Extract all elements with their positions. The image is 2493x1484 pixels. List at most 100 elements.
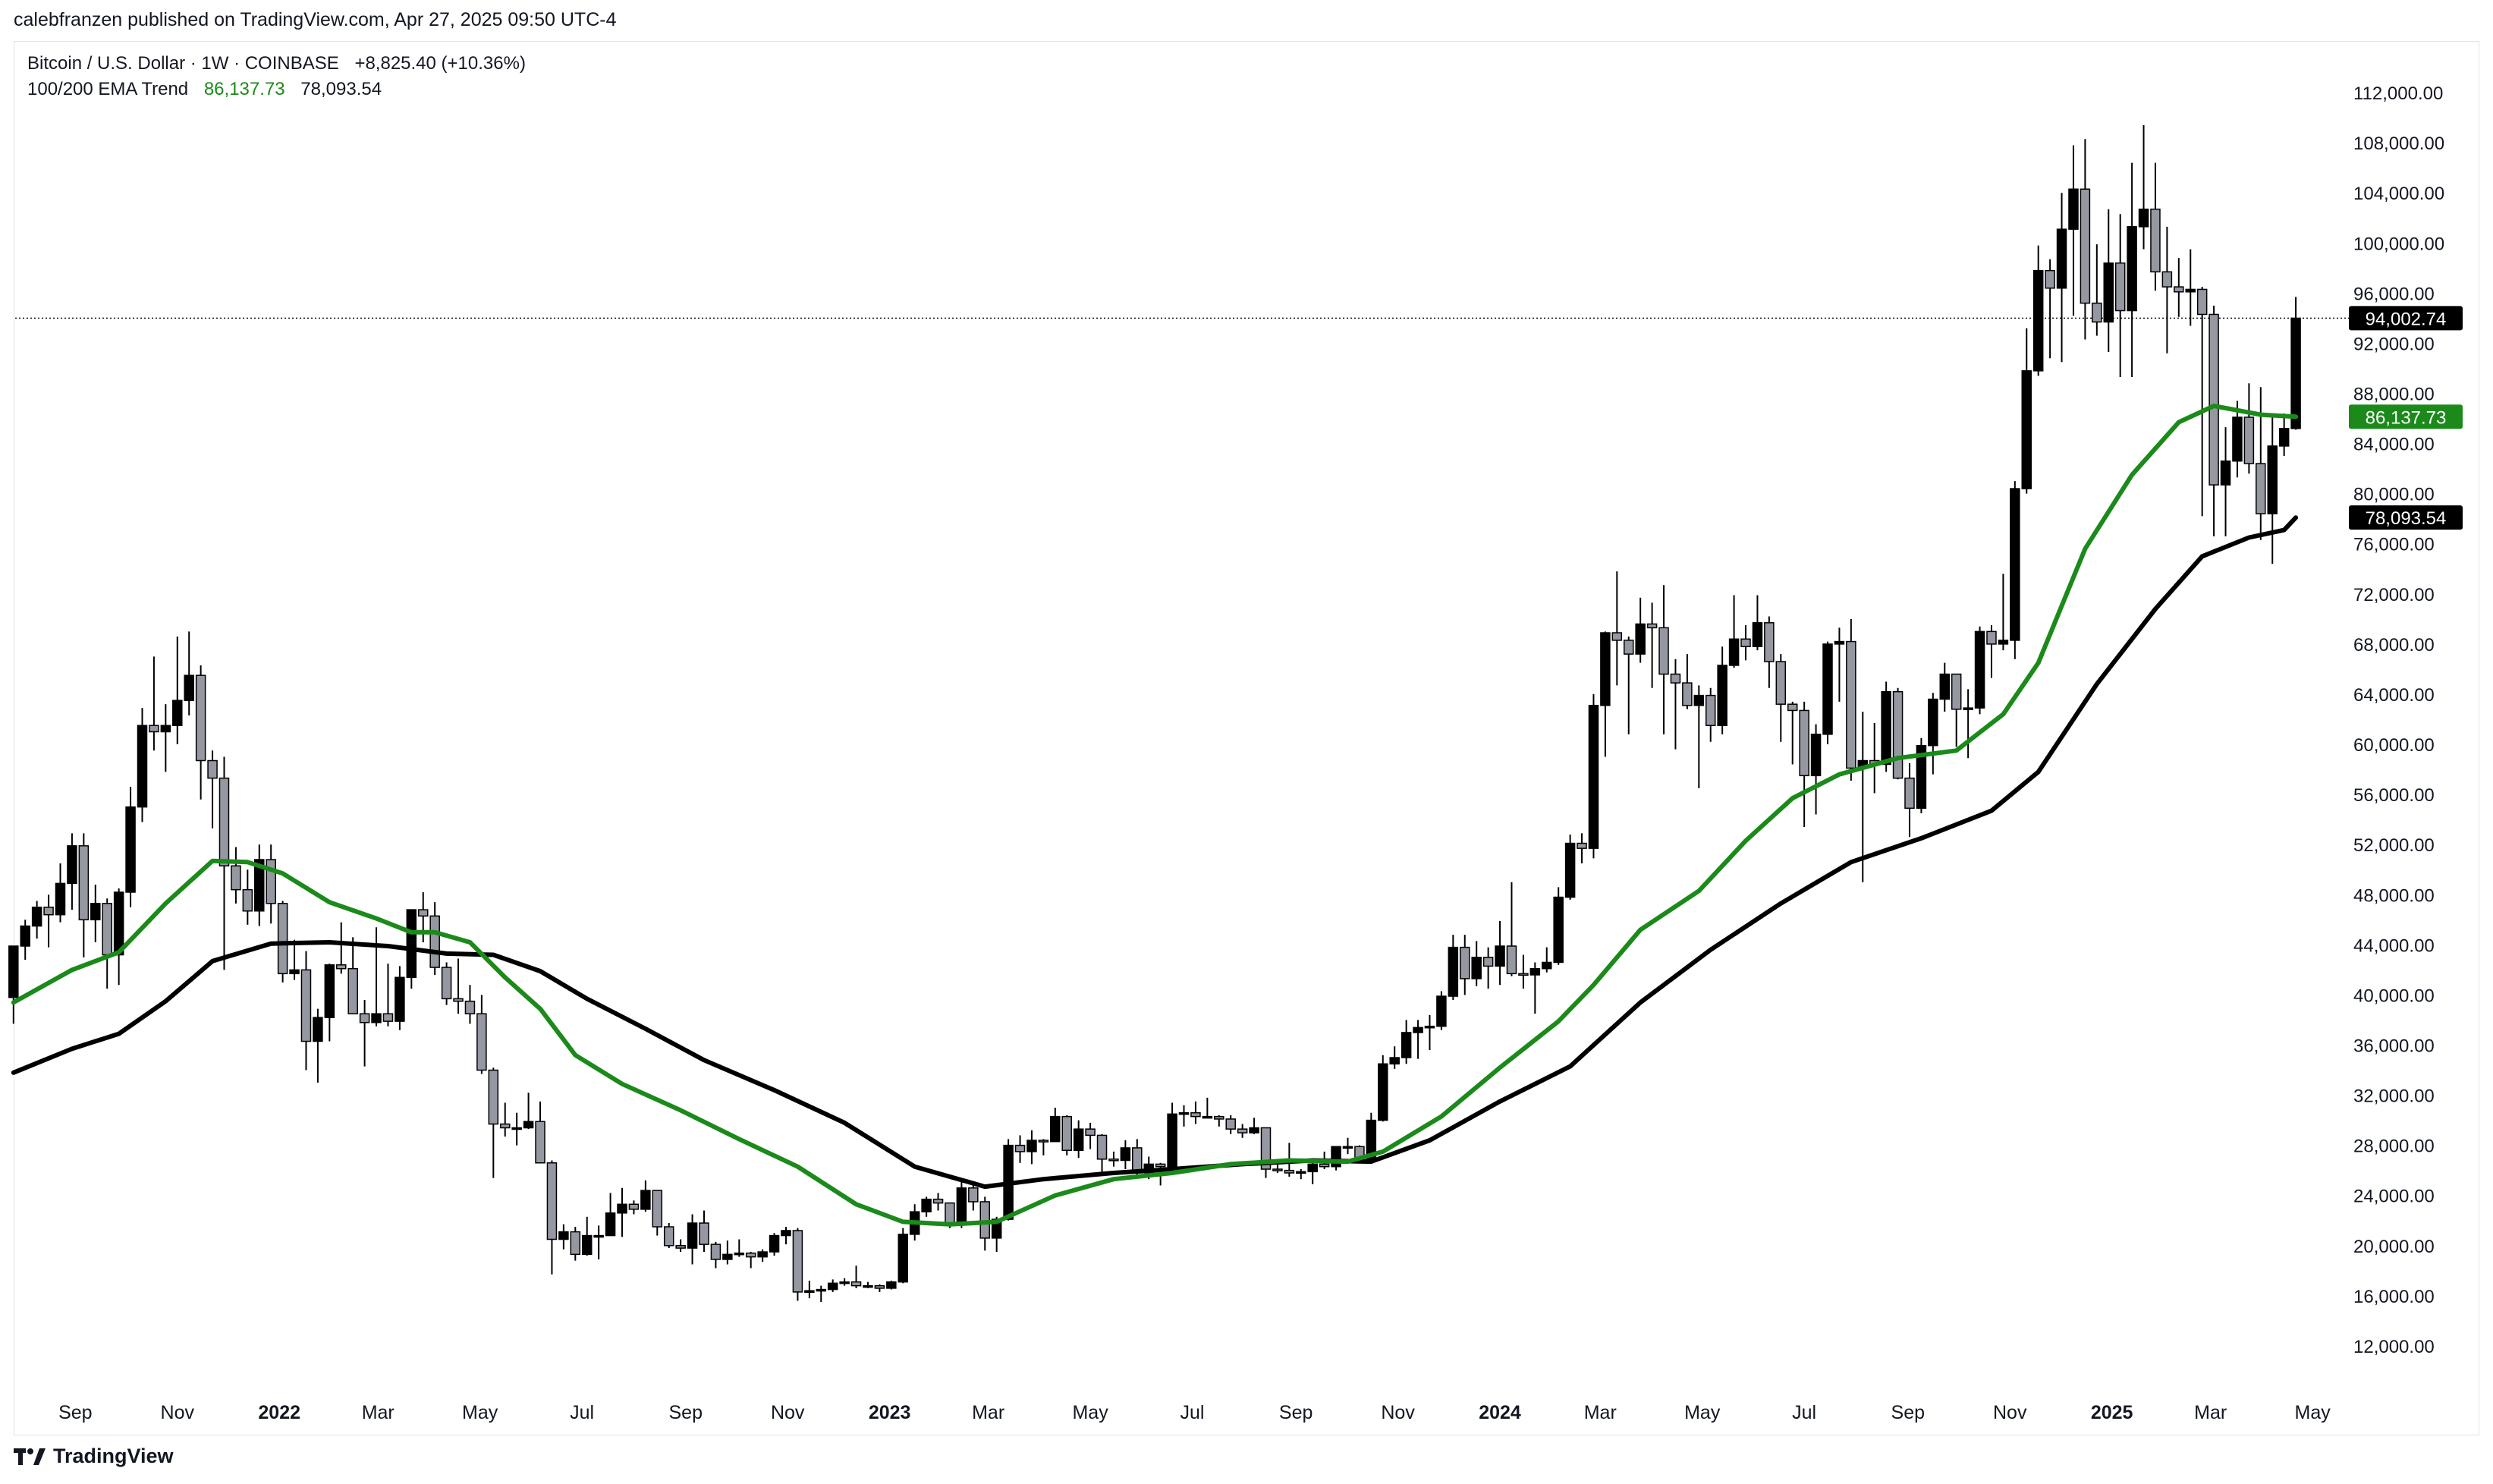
candle-body <box>113 891 124 956</box>
legend-ema-slow-value: 78,093.54 <box>300 79 382 99</box>
candle-body <box>1963 707 1973 710</box>
candle-body <box>699 1222 709 1245</box>
y-tick-label: 36,000.00 <box>2353 1036 2435 1056</box>
candle-body <box>406 909 417 979</box>
candle-body <box>31 907 42 927</box>
candle-body <box>417 909 429 917</box>
candle-body <box>722 1253 733 1260</box>
candle-body <box>593 1234 604 1238</box>
candle-body <box>1471 957 1482 979</box>
candle-body <box>898 1234 909 1283</box>
x-tick-label: Nov <box>1381 1402 1415 1423</box>
candle-body <box>1389 1057 1400 1065</box>
x-tick-label: Mar <box>2194 1402 2227 1423</box>
candle-body <box>535 1121 545 1164</box>
x-tick-label: Nov <box>771 1402 805 1423</box>
candle-body <box>1413 1027 1423 1033</box>
candle-body <box>2080 188 2091 304</box>
candle-body <box>1061 1115 1072 1151</box>
candle-body <box>453 998 464 1002</box>
candle-body <box>921 1198 932 1212</box>
candle-body <box>1214 1115 1224 1120</box>
chart-legend-symbol: Bitcoin / U.S. Dollar · 1W · COINBASE +8… <box>27 53 536 74</box>
candle-body <box>804 1290 815 1293</box>
x-tick-label: May <box>2295 1402 2331 1423</box>
ema-slow-line <box>11 515 2299 1190</box>
candle-body <box>441 967 452 1000</box>
x-tick-label: May <box>1072 1402 1108 1423</box>
candle-body <box>687 1222 698 1249</box>
tradingview-logo-icon <box>14 1448 46 1465</box>
candle-body <box>850 1281 862 1287</box>
candle-body <box>1939 673 1951 700</box>
y-tick-label: 20,000.00 <box>2353 1237 2435 1257</box>
candle-body <box>172 700 183 727</box>
x-tick-label: Sep <box>669 1402 703 1423</box>
candle-body <box>1787 703 1798 712</box>
y-tick-label: 84,000.00 <box>2353 435 2435 455</box>
y-tick-label: 68,000.00 <box>2353 635 2435 656</box>
candle-body <box>1284 1169 1295 1174</box>
candle-body <box>1237 1128 1248 1133</box>
candle-body <box>184 674 194 701</box>
candle-body <box>499 1123 511 1129</box>
candle-body <box>20 925 30 947</box>
candle-body <box>1717 665 1727 727</box>
candle-body <box>1378 1063 1388 1121</box>
candle-body <box>231 865 241 891</box>
x-tick-label: 2023 <box>869 1402 911 1423</box>
y-tick-label: 80,000.00 <box>2353 485 2435 505</box>
candle-body <box>1506 945 1517 975</box>
candle-body <box>2150 208 2161 273</box>
candle-body <box>2267 445 2278 514</box>
candle-body <box>2103 262 2114 323</box>
candle-body <box>2232 417 2243 462</box>
x-tick-label: Mar <box>972 1402 1004 1423</box>
chart-frame[interactable] <box>14 41 2479 1435</box>
x-tick-label: Nov <box>1993 1402 2027 1423</box>
candle-body <box>2092 302 2102 323</box>
candle-body <box>1588 705 1599 849</box>
candle-body <box>195 674 206 762</box>
candle-body <box>1225 1118 1236 1130</box>
x-tick-label: Sep <box>1891 1402 1925 1423</box>
candle-body <box>1916 744 1927 810</box>
candle-body <box>1600 632 1611 706</box>
candle-body <box>558 1231 569 1240</box>
candle-body <box>2032 269 2044 372</box>
candle-body <box>1974 630 1985 709</box>
candle-body <box>2045 269 2055 289</box>
candle-body <box>1564 842 1576 898</box>
candle-body <box>8 945 19 998</box>
y-tick-label: 112,000.00 <box>2353 83 2443 104</box>
y-tick-label: 92,000.00 <box>2353 334 2435 354</box>
candle-body <box>1518 973 1529 976</box>
price-label-text: 86,137.73 <box>2366 407 2447 428</box>
x-tick-label: 2024 <box>1479 1402 1521 1423</box>
candle-body <box>570 1231 581 1256</box>
y-tick-label: 64,000.00 <box>2353 685 2435 706</box>
candle-body <box>1611 632 1623 641</box>
candle-body <box>2161 271 2173 288</box>
candle-body <box>1342 1146 1353 1149</box>
candle-body <box>2208 313 2219 486</box>
candle-body <box>1424 1025 1435 1029</box>
x-tick-label: 2025 <box>2091 1402 2133 1423</box>
price-label-text: 94,002.74 <box>2366 309 2447 329</box>
candle-body <box>1646 623 1658 629</box>
y-tick-label: 32,000.00 <box>2353 1086 2435 1107</box>
candle-body <box>511 1127 522 1130</box>
y-tick-label: 48,000.00 <box>2353 885 2435 906</box>
candle-body <box>2256 463 2266 514</box>
price-label-text: 78,093.54 <box>2366 508 2447 529</box>
x-tick-label: 2022 <box>258 1402 300 1423</box>
tradingview-footer[interactable]: TradingView <box>14 1445 174 1468</box>
candle-body <box>429 915 440 968</box>
candle-body <box>1542 961 1552 970</box>
candle-body <box>2220 460 2231 486</box>
candle-body <box>359 1013 370 1023</box>
y-tick-label: 100,000.00 <box>2353 234 2444 254</box>
candle-body <box>1810 734 1822 777</box>
candle-body <box>1904 777 1915 810</box>
